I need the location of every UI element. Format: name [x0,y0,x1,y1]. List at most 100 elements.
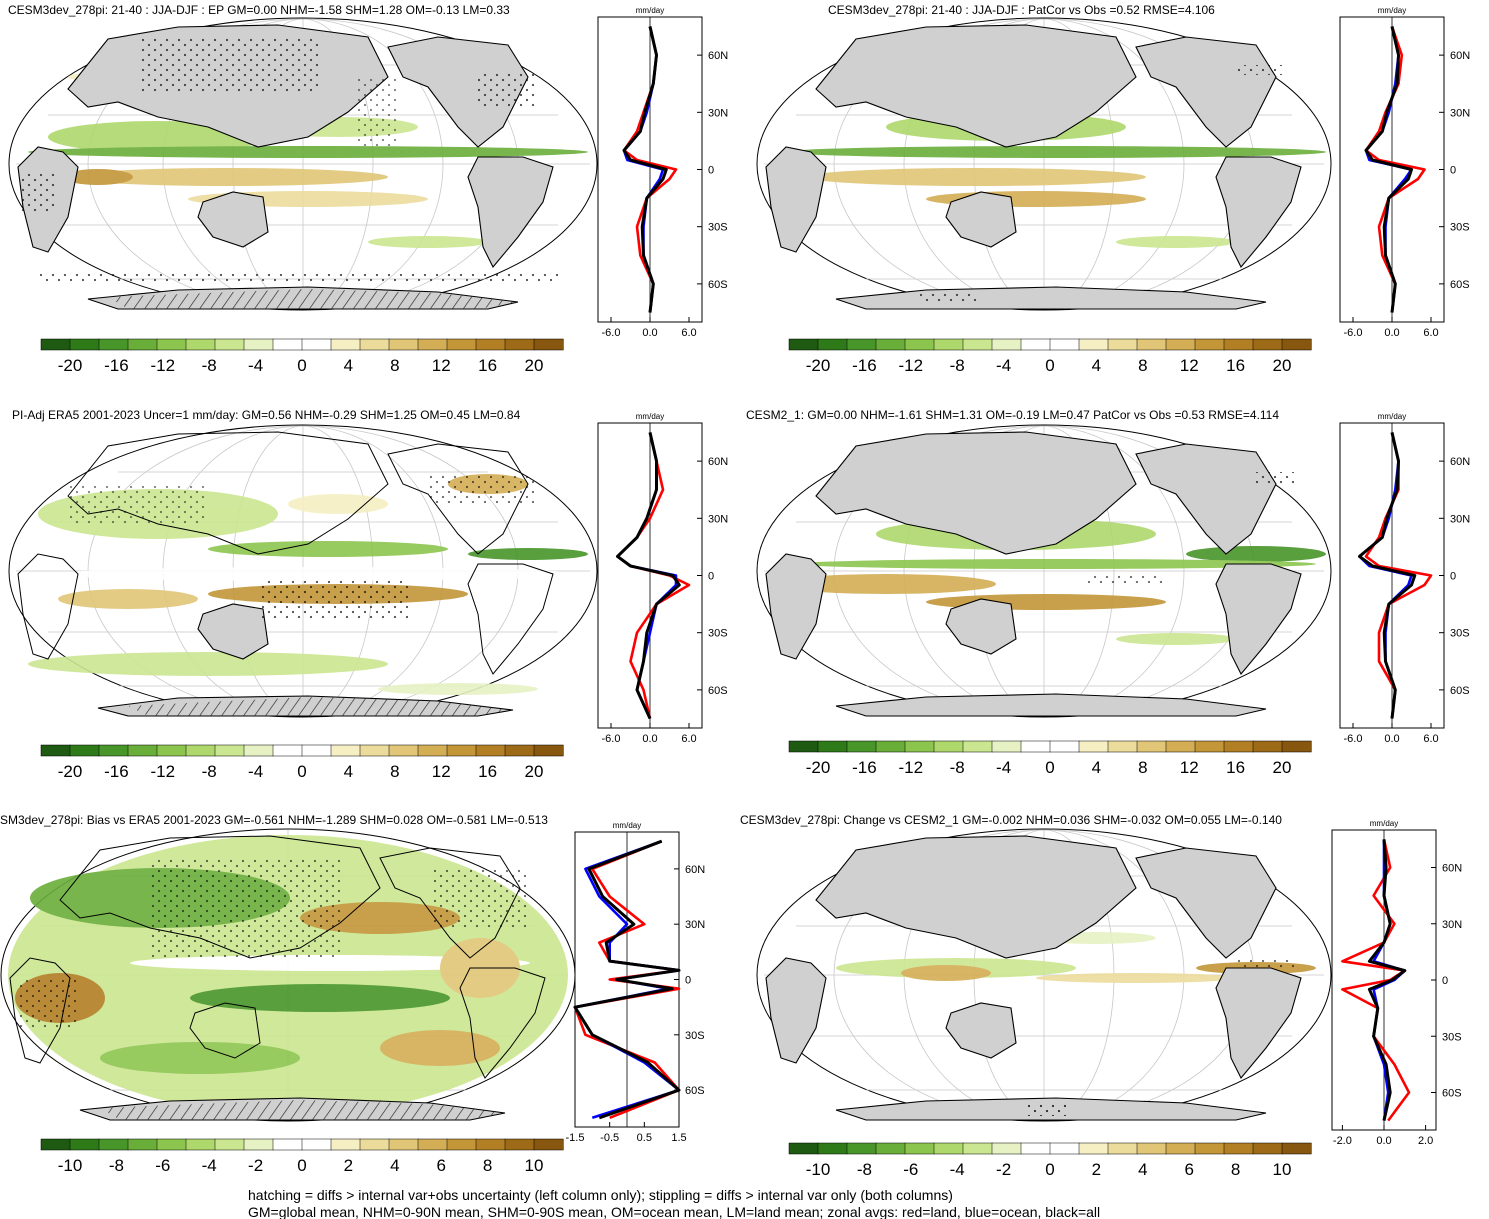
zonal-series-line [616,432,691,719]
colorbar-swatch [446,744,477,757]
stippling [916,65,1286,303]
colorbar-tick-label: 10 [525,1156,544,1175]
colorbar-tick-label: 12 [1180,356,1199,375]
colorbar-swatch [40,744,71,757]
colorbar-tick-label: 8 [1231,1160,1240,1179]
x-tick-label: 6.0 [1423,733,1438,745]
colorbar-swatch [504,1138,535,1151]
colorbar-swatch [1020,1142,1051,1155]
colorbar-tick-label: 8 [390,762,399,781]
colorbar-swatch [1194,740,1225,753]
colorbar-tick-label: 0 [297,356,306,375]
map [756,424,1332,718]
colorbar-swatch [1049,1142,1080,1155]
stippling [1026,958,1296,1116]
zonal-lines [1364,17,1426,322]
zonal-unit: mm/day [636,6,664,15]
colorbar-swatch [1194,1142,1225,1155]
colorbar-swatch [446,1138,477,1151]
colorbar-tick-label: -6 [903,1160,918,1179]
colorbar-swatch [1107,338,1138,351]
lat-label: 30N [708,107,728,119]
colorbar-tick-label: -12 [151,356,176,375]
colorbar-tick-label: -16 [104,356,129,375]
lat-label: 0 [1442,975,1448,987]
colorbar-swatch [330,744,361,757]
colorbar-tick-label: 6 [1184,1160,1193,1179]
colorbar-tick-label: 16 [478,356,497,375]
zonal-series-line [573,839,681,1120]
zonal-series-line [1364,26,1426,313]
colorbar-swatch [533,1138,564,1151]
x-tick-label: -6.0 [602,733,621,745]
colorbar-swatch [933,338,964,351]
colorbar-swatch [388,744,419,757]
zonal-series-line [1358,432,1417,719]
colorbar-swatch [1223,740,1254,753]
colorbar-tick-label: 20 [1273,356,1292,375]
lat-label: 0 [708,571,714,583]
colorbar-tick-label: 16 [1226,758,1245,777]
colorbar-tick-label: 12 [1180,758,1199,777]
colorbar-swatch [1107,740,1138,753]
x-tick-label: -6.0 [1344,733,1363,745]
colorbar-swatch [904,1142,935,1155]
colorbar-tick-label: 0 [297,1156,306,1175]
land [765,835,1302,1121]
panel-5: CESM3dev_278pi: Change vs CESM2_1 GM=-0.… [740,813,1332,1122]
colorbar-4: -10 -8 -6 -4 -2 0 2 4 6 8 10 [40,1138,564,1175]
zonal-unit: mm/day [636,412,664,421]
panel-title: CESM2_1: GM=0.00 NHM=-1.61 SHM=1.31 OM=-… [746,408,1279,422]
map [8,424,598,718]
colorbar-swatch [69,744,100,757]
colorbar-swatch [991,740,1022,753]
colorbar-swatch [214,744,245,757]
colorbar-tick-label: -16 [852,356,877,375]
colorbar-swatch [1078,740,1109,753]
colorbar-swatch [272,338,303,351]
panel-title: CESM3dev_278pi: 21-40 : JJA-DJF : PatCor… [828,3,1215,17]
colorbar-swatch [40,338,71,351]
lat-label: 0 [1450,165,1456,177]
colorbar-swatch [875,1142,906,1155]
colorbar-2: -20 -16 -12 -8 -4 0 4 8 12 16 20 [40,744,564,781]
zonal-series-line [1341,839,1411,1122]
zonal-unit: mm/day [1378,6,1406,15]
colorbar-tick-label: 4 [1138,1160,1147,1179]
lat-label: 60N [708,456,728,468]
lat-label: 60S [708,685,728,697]
colorbar-swatch [98,338,129,351]
colorbar-swatch [1136,740,1167,753]
colorbar-swatch [98,1138,129,1151]
colorbar-tick-label: 0 [1045,758,1054,777]
colorbar-swatch [1165,1142,1196,1155]
colorbar-swatch [127,744,158,757]
colorbar-swatch [846,338,877,351]
colorbar-swatch [504,338,535,351]
colorbar-tick-label: 16 [478,762,497,781]
zonal-unit: mm/day [1378,412,1406,421]
colorbar-swatch [301,744,332,757]
x-tick-label: 0.0 [642,327,657,339]
lat-label: 30S [685,1030,705,1042]
colorbar-tick-label: 10 [1273,1160,1292,1179]
colorbar-swatch [533,744,564,757]
colorbar-tick-label: 8 [1138,758,1147,777]
colorbar-tick-label: 8 [1138,356,1147,375]
colorbar-swatch [1223,1142,1254,1155]
colorbar-swatch [1136,1142,1167,1155]
colorbar-swatch [388,1138,419,1151]
colorbar-tick-label: 6 [436,1156,445,1175]
zonal-axes: 60N 30N 0 30S 60S -2.0 0.0 2.0 [1333,863,1462,1148]
colorbar-swatch [788,740,819,753]
colorbar-tick-label: -10 [58,1156,83,1175]
colorbar-tick-label: 2 [344,1156,353,1175]
colorbar-tick-label: 8 [390,356,399,375]
land [765,24,1302,310]
lat-label: 30N [1442,919,1462,931]
colorbar-tick-label: -8 [950,758,965,777]
colorbar-tick-label: 0 [1045,356,1054,375]
colorbar-swatch [185,338,216,351]
colorbar-tick-label: 0 [297,762,306,781]
